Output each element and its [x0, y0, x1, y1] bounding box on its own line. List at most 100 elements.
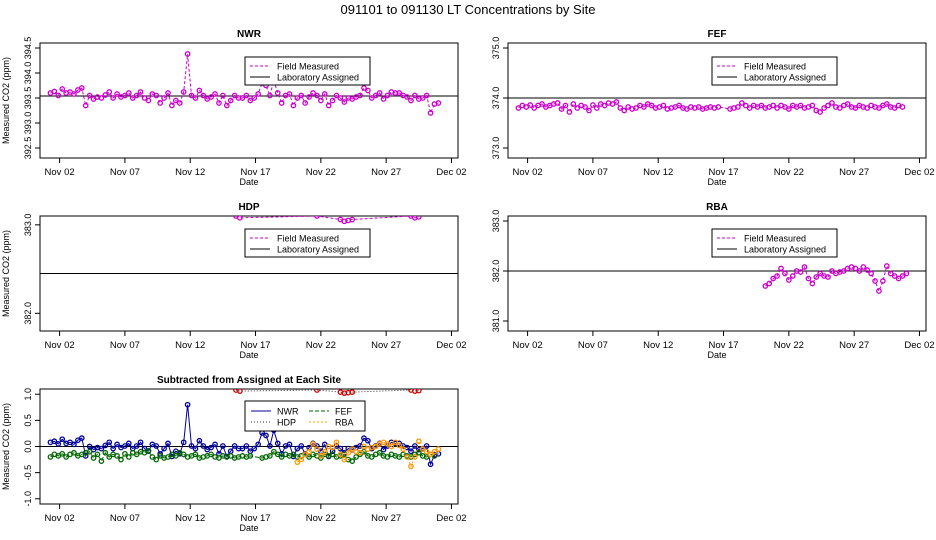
x-tick-label: Nov 12	[643, 340, 673, 351]
x-tick-label: Nov 17	[240, 340, 270, 351]
y-tick-label: 382.0	[23, 302, 33, 325]
data-point-fef	[353, 454, 359, 460]
data-point	[361, 85, 367, 91]
data-point-rba	[435, 446, 442, 452]
data-point-fef	[106, 454, 113, 460]
data-point	[817, 270, 824, 277]
data-point	[333, 92, 340, 99]
data-point	[267, 92, 273, 99]
y-tick-label: 383.0	[491, 210, 501, 233]
data-point-fef	[71, 449, 77, 456]
data-point	[368, 95, 375, 101]
data-point	[357, 92, 363, 99]
data-point	[102, 92, 109, 98]
data-point-fef	[165, 454, 171, 460]
x-tick-label: Dec 02	[904, 340, 934, 351]
x-axis-label: Date	[239, 350, 258, 360]
data-point	[278, 100, 285, 106]
legend-label: Field Measured	[744, 62, 806, 72]
data-point	[286, 91, 293, 97]
plot-frame	[507, 215, 927, 332]
data-point	[51, 88, 58, 95]
data-point	[408, 97, 414, 104]
data-point-fef	[153, 456, 160, 463]
data-point	[883, 263, 890, 269]
data-point-hdp	[237, 389, 243, 394]
y-tick-label: -1.0	[23, 491, 33, 507]
data-point-rba	[294, 459, 301, 466]
data-point-rba	[415, 438, 422, 445]
data-point	[785, 106, 792, 112]
data-point	[153, 92, 160, 99]
data-point	[237, 216, 243, 221]
data-point-rba	[314, 446, 320, 452]
legend-label: HDP	[277, 418, 296, 428]
data-point	[715, 104, 722, 110]
data-point-nwr	[188, 443, 195, 449]
data-point-rba	[431, 448, 438, 455]
data-point	[137, 89, 144, 95]
data-point	[593, 105, 600, 111]
data-point-rba	[384, 441, 391, 447]
data-point	[200, 92, 207, 99]
data-point	[789, 273, 796, 279]
data-point-nwr	[200, 443, 207, 449]
data-point	[419, 95, 426, 101]
data-point	[770, 275, 777, 282]
data-point-rba	[333, 439, 340, 446]
data-point	[169, 102, 175, 109]
data-point	[106, 89, 113, 95]
data-point	[617, 105, 624, 111]
x-tick-label: Nov 07	[578, 340, 608, 351]
x-axis-label: Date	[239, 177, 258, 187]
data-point-rba	[345, 449, 352, 456]
data-point-nwr	[208, 444, 214, 451]
data-point	[55, 92, 62, 99]
y-tick-label: 392.5	[23, 137, 33, 160]
x-axis-label: Date	[707, 177, 726, 187]
data-point-fef	[376, 449, 383, 456]
data-point	[825, 102, 831, 109]
data-point	[778, 265, 784, 272]
data-point	[899, 273, 906, 279]
x-tick-label: Nov 07	[110, 513, 140, 524]
data-point	[196, 87, 203, 94]
data-point-fef	[173, 453, 179, 459]
data-point-nwr	[267, 443, 273, 449]
plot-frame	[39, 42, 459, 159]
legend-box	[244, 56, 371, 86]
legend-label: Laboratory Assigned	[277, 73, 359, 83]
chart-nwr: NWR Nov 02 Nov 07 Nov 12 Nov 17 Nov 22 Nov 27 D…	[1, 29, 467, 187]
data-point	[880, 278, 886, 284]
data-point	[840, 268, 847, 274]
data-point	[582, 104, 588, 110]
data-point	[515, 105, 522, 111]
x-tick-label: Dec 02	[436, 340, 466, 351]
data-point-rba	[310, 441, 316, 447]
x-tick-label: Nov 12	[175, 167, 205, 178]
data-point	[86, 92, 93, 99]
data-point	[223, 102, 230, 109]
data-point	[396, 90, 403, 96]
y-tick-label: 382.0	[491, 260, 501, 283]
data-point	[813, 274, 820, 280]
data-point	[621, 107, 628, 114]
field-series-line	[50, 53, 439, 115]
data-point	[829, 268, 835, 274]
chart-hdp: HDP Nov 02 Nov 07 Nov 12 Nov 17 Nov 22 Nov 27 D…	[1, 202, 467, 360]
data-point-rba	[321, 448, 328, 455]
data-point	[742, 102, 749, 109]
data-point	[613, 99, 620, 105]
data-point	[774, 105, 780, 111]
data-layer	[233, 216, 422, 225]
x-tick-label: Nov 17	[708, 167, 738, 178]
x-tick-label: Nov 22	[774, 340, 804, 351]
chart-rba: RBA Nov 02 Nov 07 Nov 12 Nov 17 Nov 22 Nov 27 D…	[491, 202, 935, 360]
legend-label: Field Measured	[744, 234, 806, 244]
data-point	[231, 92, 238, 99]
x-tick-label: Dec 02	[436, 513, 466, 524]
data-point-nwr	[361, 435, 367, 441]
data-point	[306, 94, 312, 100]
x-tick-label: Nov 07	[110, 167, 140, 178]
